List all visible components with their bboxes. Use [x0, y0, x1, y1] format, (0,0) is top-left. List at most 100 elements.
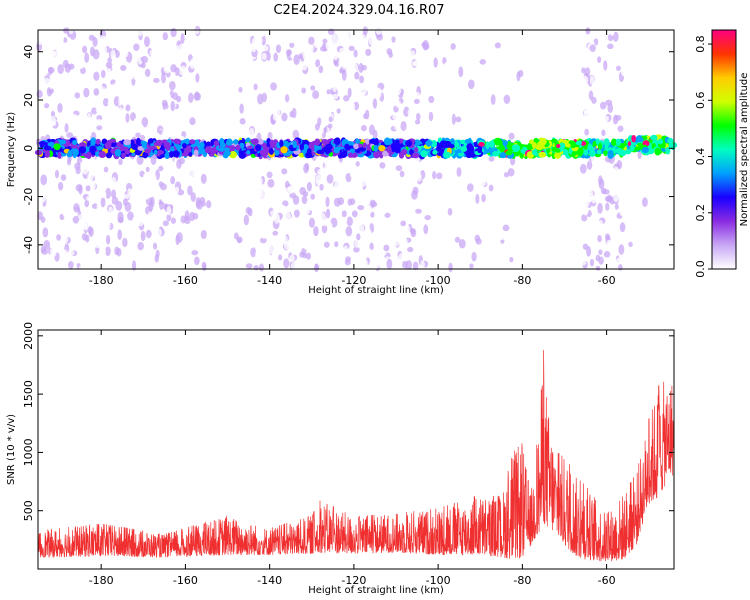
spectrogram-cell: [193, 149, 199, 157]
spectrogram-cell: [323, 101, 330, 112]
spectrogram-cell: [336, 256, 342, 265]
spectrogram-cell: [58, 139, 67, 145]
spectrogram-cell: [199, 141, 205, 150]
spectrogram-cell: [120, 78, 127, 90]
spectrogram-cell: [175, 197, 182, 204]
spectrogram-cell: [264, 159, 272, 167]
spectrogram-cell: [77, 197, 83, 204]
spectrogram-cell: [88, 34, 95, 41]
spectrogram-cell: [325, 196, 330, 208]
spectrogram-cell: [292, 167, 299, 174]
spectrogram-cell: [124, 201, 132, 212]
spectrogram-cell: [297, 225, 304, 232]
spectrogram-cell: [180, 96, 187, 108]
spectrogram-cell: [74, 162, 81, 170]
spectrogram-cell: [584, 67, 591, 77]
spectrogram-cell: [257, 36, 263, 44]
spectrogram-cell: [67, 158, 72, 166]
spectrogram-cell: [391, 36, 396, 43]
spectrogram-cell: [160, 208, 166, 217]
spectrogram-cell: [292, 184, 298, 191]
spectrogram-cell: [279, 139, 284, 148]
spectrogram-cell: [281, 112, 288, 122]
spectrogram-cell: [502, 140, 508, 146]
spectrogram-cell: [359, 157, 366, 163]
spectrogram-cell: [384, 53, 389, 62]
spectrogram-cell: [324, 164, 329, 173]
spectrogram-cell: [152, 28, 159, 34]
spectrogram-cell: [340, 32, 346, 41]
spectrogram-cell: [181, 142, 187, 149]
spectrogram-cell: [66, 132, 74, 139]
spectrogram-cell: [412, 126, 418, 132]
spectrogram-cell: [346, 113, 351, 123]
spectrogram-cell: [272, 125, 278, 136]
spectrogram-cell: [403, 203, 411, 214]
spectrogram-x-tick-label: -100: [426, 274, 451, 287]
snr-x-tick-label: -80: [513, 574, 531, 587]
spectrogram-cell: [477, 146, 483, 154]
spectrogram-cell: [150, 38, 158, 49]
spectrogram-cell: [187, 76, 195, 83]
spectrogram-cell: [341, 210, 347, 218]
spectrogram-cell: [600, 262, 608, 273]
spectrogram-cell: [267, 59, 272, 68]
spectrogram-cell: [428, 95, 435, 104]
spectrogram-cell: [612, 31, 619, 42]
spectrogram-cell: [335, 74, 343, 86]
spectrogram-cell: [359, 41, 364, 47]
spectrogram-cell: [282, 131, 289, 140]
spectrogram-cell: [396, 129, 404, 136]
spectrogram-cell: [475, 50, 480, 60]
spectrogram-cell: [413, 98, 420, 105]
spectrogram-cell: [384, 212, 391, 218]
spectrogram-cell: [36, 89, 43, 99]
spectrogram-cell: [641, 146, 649, 154]
spectrogram-cell: [326, 246, 333, 254]
spectrogram-cell: [423, 224, 429, 235]
spectrogram-cell: [294, 154, 301, 166]
spectrogram-cell: [351, 103, 356, 110]
spectrogram-cell: [103, 166, 109, 173]
spectrogram-cell: [480, 179, 487, 187]
spectrogram-cell: [413, 59, 421, 67]
spectrogram-cell: [316, 149, 325, 155]
spectrogram-cell: [412, 261, 419, 271]
spectrogram-cell: [362, 85, 368, 95]
spectrogram-cell: [57, 95, 64, 101]
spectrogram-cell: [51, 94, 56, 105]
spectrogram-cell: [260, 27, 265, 38]
spectrogram-cell: [233, 139, 238, 145]
snr-y-tick-label: 1000: [22, 438, 35, 466]
spectrogram-cell: [383, 93, 390, 102]
spectrogram-cell: [427, 171, 434, 183]
spectrogram-cell: [111, 142, 116, 147]
spectrogram-cell: [595, 265, 601, 271]
spectrogram-cell: [374, 191, 381, 203]
spectrogram-cell: [474, 29, 482, 38]
spectrogram-cell: [401, 260, 408, 269]
spectrogram-cell: [650, 134, 658, 141]
spectrogram-cell: [351, 121, 359, 131]
spectrogram-cell: [134, 177, 141, 189]
spectrogram-cell: [49, 246, 57, 258]
spectrogram-cell: [295, 42, 301, 49]
spectrogram-cell: [400, 104, 405, 112]
spectrogram-cell: [188, 92, 194, 104]
spectrogram-cell: [613, 195, 620, 202]
spectrogram-cell: [352, 31, 358, 37]
spectrogram-cell: [301, 87, 307, 94]
spectrogram-cell: [361, 258, 368, 269]
spectrogram-cell: [191, 249, 199, 256]
spectrogram-cell: [409, 50, 416, 58]
spectrogram-cell: [607, 43, 614, 50]
spectrogram-cell: [349, 263, 357, 271]
spectrogram-cell: [125, 95, 132, 103]
spectrogram-cell: [108, 206, 113, 214]
spectrogram-cell: [373, 111, 380, 120]
spectrogram-cell: [60, 174, 67, 182]
spectrogram-cell: [269, 36, 275, 42]
spectrogram-cell: [593, 126, 599, 134]
spectrogram-cell: [266, 51, 271, 61]
spectrogram-cell: [238, 152, 247, 159]
